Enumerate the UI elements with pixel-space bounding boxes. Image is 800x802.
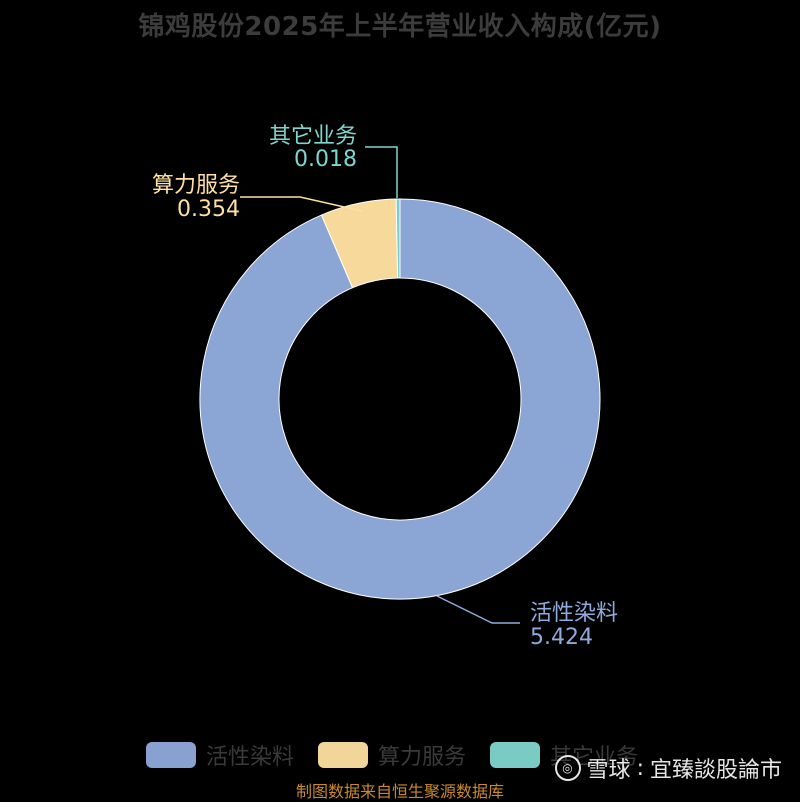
chart-title: 锦鸡股份2025年上半年营业收入构成(亿元)	[138, 12, 662, 42]
watermark-brand: 雪球	[586, 758, 631, 783]
slice-name-label: 算力服务	[152, 173, 240, 198]
legend-swatch	[490, 742, 541, 768]
xueqiu-watermark: ◎ 雪球 : 宜臻談股論市	[554, 752, 782, 784]
slice-name-label: 其它业务	[269, 124, 357, 149]
legend-item-computing-services[interactable]: 算力服务	[318, 739, 466, 771]
watermark-separator: :	[636, 755, 644, 781]
slice-value-label: 5.424	[530, 625, 593, 650]
chart-slices	[199, 198, 601, 600]
legend-swatch	[146, 742, 196, 768]
slice-active-dyes[interactable]	[199, 198, 601, 600]
slice-value-label: 0.018	[294, 147, 357, 172]
xueqiu-logo-icon: ◎	[554, 755, 581, 781]
slice-name-label: 活性染料	[530, 601, 618, 626]
slice-value-label: 0.354	[177, 197, 240, 222]
leader-line	[365, 146, 398, 198]
legend-item-active-dyes[interactable]: 活性染料	[146, 739, 294, 771]
leader-line	[436, 595, 520, 624]
slice-other-business[interactable]	[395, 198, 401, 279]
legend-label: 算力服务	[378, 745, 467, 770]
watermark-author: 宜臻談股論市	[649, 758, 782, 783]
leader-lines	[240, 146, 520, 624]
leader-line	[240, 196, 363, 212]
legend-swatch	[318, 742, 369, 768]
source-note: 制图数据来自恒生聚源数据库	[295, 782, 504, 801]
legend-label: 活性染料	[206, 745, 295, 770]
